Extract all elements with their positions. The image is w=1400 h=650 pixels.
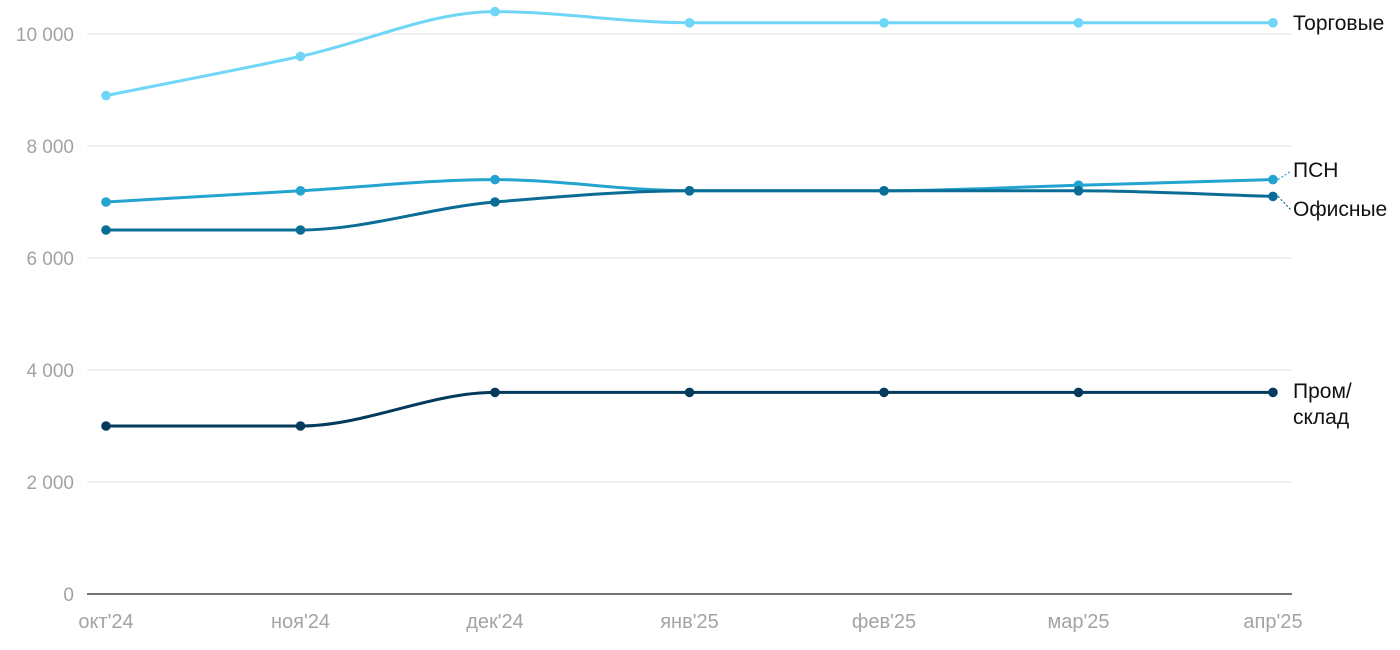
data-point (295, 186, 306, 196)
label-leader-line (1277, 170, 1292, 181)
series-label-line: ПСН (1293, 159, 1338, 182)
data-point (1268, 174, 1278, 185)
series-label-торговые: Торговые (1293, 12, 1384, 35)
y-tick-label: 0 (63, 585, 74, 606)
data-point (1073, 18, 1084, 28)
x-tick-label: дек'24 (466, 611, 524, 633)
series-label-line: Торговые (1293, 12, 1384, 35)
data-point (1268, 191, 1278, 202)
series-пром-склад (101, 387, 1278, 431)
data-point (879, 18, 889, 28)
data-point (879, 186, 889, 196)
label-leader-line (1277, 195, 1292, 211)
data-point (1073, 387, 1084, 398)
y-tick-label: 10 000 (16, 25, 74, 46)
gridlines (87, 33, 1292, 483)
data-point (101, 90, 111, 101)
data-point (490, 6, 500, 17)
data-point (101, 421, 111, 431)
x-tick-label: ноя'24 (271, 611, 330, 633)
series-line-офисные (104, 189, 1275, 232)
series-line-пром-склад (104, 390, 1275, 428)
data-point (1073, 186, 1084, 196)
data-point (490, 197, 500, 207)
data-point (684, 18, 695, 28)
y-axis-ticks: 0 2 000 4 000 6 000 8 000 10 000 (16, 25, 74, 606)
series-label-офисные: Офисные (1293, 198, 1387, 221)
y-tick-label: 8 000 (26, 137, 74, 158)
data-point (684, 186, 695, 196)
x-axis-ticks: окт'24 ноя'24 дек'24 янв'25 фев'25 мар'25 апр'… (78, 611, 1302, 633)
x-tick-label: мар'25 (1047, 611, 1109, 633)
data-point (490, 387, 500, 398)
series-label-псн: ПСН (1293, 159, 1338, 182)
x-tick-label: фев'25 (852, 611, 916, 633)
series-label-line: склад (1293, 406, 1349, 429)
series-label-line: Офисные (1293, 198, 1387, 221)
series-офисные (101, 186, 1278, 235)
data-point (295, 51, 306, 62)
data-point (684, 387, 695, 398)
x-tick-label: апр'25 (1243, 611, 1302, 633)
data-point (879, 387, 889, 398)
series-lines (101, 6, 1278, 431)
data-point (295, 421, 306, 431)
data-point (490, 174, 500, 185)
y-tick-label: 6 000 (26, 249, 74, 270)
x-tick-label: янв'25 (660, 611, 719, 633)
series-labels: Торговые ПСН Офисные Пром/склад (1277, 12, 1387, 429)
y-tick-label: 2 000 (26, 473, 74, 494)
series-label-line: Пром/ (1293, 380, 1352, 403)
x-tick-label: окт'24 (78, 611, 133, 633)
data-point (1268, 18, 1278, 28)
data-point (101, 197, 111, 207)
series-label-пром-склад: Пром/склад (1293, 380, 1352, 429)
data-point (1268, 387, 1278, 398)
y-tick-label: 4 000 (26, 361, 74, 382)
series-торговые (101, 6, 1278, 101)
data-point (101, 225, 111, 235)
data-point (295, 225, 306, 235)
